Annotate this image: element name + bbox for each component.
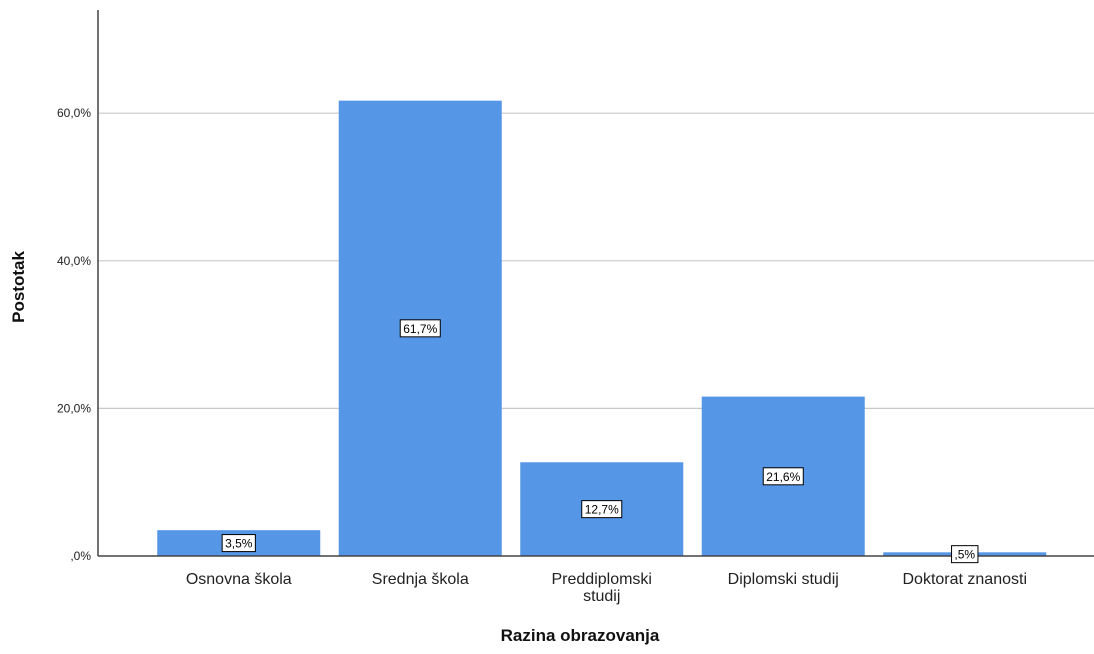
x-tick-label: studij xyxy=(583,588,620,605)
bars xyxy=(157,100,1047,557)
axes xyxy=(97,10,1094,557)
y-tick-label: 40,0% xyxy=(57,254,91,268)
data-label: 3,5% xyxy=(225,537,253,551)
y-axis-title: Postotak xyxy=(9,251,28,323)
data-labels: 3,5% 61,7% 12,7% 21,6% ,5% xyxy=(221,319,979,564)
x-tick-label: Diplomski studij xyxy=(728,571,839,588)
y-tick-label: ,0% xyxy=(70,549,91,563)
gridlines xyxy=(98,112,1094,409)
data-label-box xyxy=(951,545,979,564)
data-label: 21,6% xyxy=(766,470,800,484)
data-label-box xyxy=(399,319,441,338)
tick-labels: ,0% 20,0% 40,0% 60,0% Osnovna škola Srednja š… xyxy=(57,106,1027,605)
data-label: 12,7% xyxy=(585,503,619,517)
y-tick-label: 20,0% xyxy=(57,401,91,415)
x-tick-label: Doktorat znanosti xyxy=(902,571,1027,588)
x-tick-label: Osnovna škola xyxy=(186,571,292,588)
data-label-box xyxy=(762,467,804,486)
data-label-box xyxy=(581,500,623,519)
data-label: ,5% xyxy=(954,548,975,562)
data-label-box xyxy=(221,534,256,553)
x-tick-label: Preddiplomski xyxy=(552,571,652,588)
x-axis-title: Razina obrazovanja xyxy=(501,626,660,645)
y-tick-label: 60,0% xyxy=(57,106,91,120)
x-tick-label: Srednja škola xyxy=(372,571,469,588)
data-label: 61,7% xyxy=(403,322,437,336)
